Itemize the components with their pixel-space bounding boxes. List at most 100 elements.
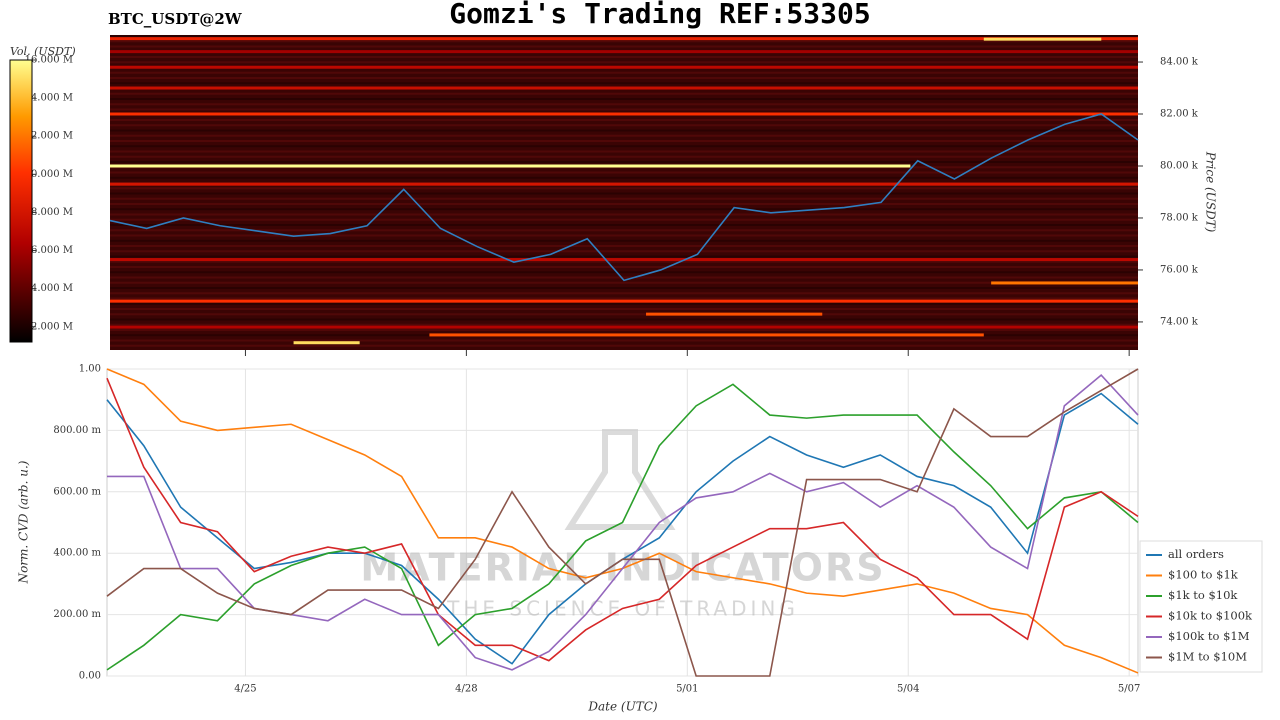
legend-label: $100k to $1M — [1168, 629, 1250, 643]
texture — [110, 203, 1138, 205]
liquidity-level — [983, 37, 1102, 41]
texture — [110, 323, 1138, 326]
colorbar-tick-label: 8.000 M — [31, 207, 73, 218]
texture — [110, 213, 1138, 216]
texture — [110, 234, 1138, 237]
liquidity-level — [110, 325, 1138, 329]
chart-subtitle: BTC_USDT@2W — [108, 10, 243, 28]
texture — [110, 255, 1138, 258]
texture — [110, 124, 1138, 127]
texture — [110, 250, 1138, 253]
legend-label: $100 to $1k — [1168, 568, 1239, 582]
legend-label: $1M to $10M — [1168, 650, 1247, 664]
y-tick-label: 84.00 k — [1160, 57, 1199, 68]
x-tick-label: 5/04 — [897, 684, 919, 695]
colorbar-tick-label: 6.000 M — [31, 245, 73, 256]
texture — [110, 308, 1138, 310]
y-tick-label: 1.00 — [79, 364, 101, 375]
colorbar-tick-label: 2.000 M — [31, 321, 73, 332]
colorbar-tick-label: 12.000 M — [25, 131, 73, 142]
texture — [110, 161, 1138, 163]
texture — [110, 276, 1138, 279]
legend-box — [1139, 540, 1263, 673]
colorbar-tick-label: 14.000 M — [25, 93, 73, 104]
liquidity-level — [991, 281, 1138, 285]
texture — [110, 313, 1138, 316]
y-tick-label: 800.00 m — [53, 425, 101, 436]
liquidity-level — [293, 341, 360, 345]
y-tick-label: 200.00 m — [53, 609, 101, 620]
price-line — [109, 113, 1139, 282]
texture — [110, 77, 1138, 79]
texture — [110, 197, 1138, 200]
colorbar — [9, 59, 33, 343]
series-line — [106, 383, 1139, 671]
y-tick-label: 74.00 k — [1160, 316, 1199, 327]
x-tick-label: 4/25 — [234, 684, 256, 695]
texture — [110, 218, 1138, 221]
texture — [110, 208, 1138, 211]
colorbar-tick-label: 4.000 M — [31, 283, 73, 294]
texture — [110, 318, 1138, 321]
liquidity-level — [110, 37, 1138, 41]
texture — [110, 56, 1138, 58]
liquidity-level — [110, 299, 1138, 303]
texture — [110, 92, 1138, 95]
texture — [110, 108, 1138, 111]
y-tick-label: 400.00 m — [53, 548, 101, 559]
texture — [110, 224, 1138, 226]
legend-label: $1k to $10k — [1168, 588, 1238, 602]
texture — [110, 98, 1138, 100]
texture — [110, 35, 1138, 37]
x-tick-label: 4/28 — [455, 684, 477, 695]
heatmap-panel: 2.000 M 4.000 M 6.000 M 8.000 M 10.000 M 12.0… — [9, 35, 1199, 350]
liquidity-level — [110, 112, 1138, 116]
texture — [110, 329, 1138, 331]
liquidity-level — [110, 164, 911, 168]
texture — [110, 187, 1138, 190]
legend-label: $10k to $100k — [1168, 609, 1253, 623]
texture — [110, 176, 1138, 179]
colorbar-tick-label: 10.000 M — [25, 169, 73, 180]
x-tick-label: 5/07 — [1118, 684, 1140, 695]
y-tick-label: 600.00 m — [53, 486, 101, 497]
texture — [110, 287, 1138, 289]
texture — [110, 119, 1138, 121]
liquidity-level — [646, 312, 823, 316]
liquidity-level — [429, 333, 984, 337]
liquidity-level — [110, 50, 1138, 54]
liquidity-level — [110, 182, 1138, 186]
texture — [110, 171, 1138, 174]
texture — [110, 103, 1138, 106]
texture — [110, 281, 1138, 284]
texture — [110, 271, 1138, 274]
texture — [110, 297, 1138, 300]
texture — [110, 150, 1138, 153]
texture — [110, 339, 1138, 342]
x-axis-label: Date (UTC) — [587, 700, 657, 714]
x-tick-label: 5/01 — [676, 684, 698, 695]
texture — [110, 260, 1138, 263]
y-tick-label: 0.00 — [79, 671, 101, 682]
y-axis-label: Price (USDT) — [1204, 151, 1218, 233]
series-line — [106, 368, 1139, 677]
y-tick-label: 82.00 k — [1160, 109, 1199, 120]
texture — [110, 61, 1138, 64]
texture — [110, 344, 1138, 347]
liquidity-level — [110, 65, 1138, 69]
texture — [110, 145, 1138, 148]
texture — [110, 134, 1138, 137]
texture — [110, 302, 1138, 305]
texture — [110, 192, 1138, 195]
watermark: MATERIAL INDICATORS — [360, 546, 885, 590]
texture — [110, 140, 1138, 142]
texture — [110, 239, 1138, 242]
watermark: THE SCIENCE OF TRADING — [446, 597, 799, 621]
y-tick-label: 80.00 k — [1160, 160, 1199, 171]
watermark-logo — [564, 429, 676, 530]
texture — [110, 71, 1138, 74]
liquidity-level — [110, 258, 1138, 262]
texture — [110, 245, 1138, 247]
texture — [110, 266, 1138, 268]
